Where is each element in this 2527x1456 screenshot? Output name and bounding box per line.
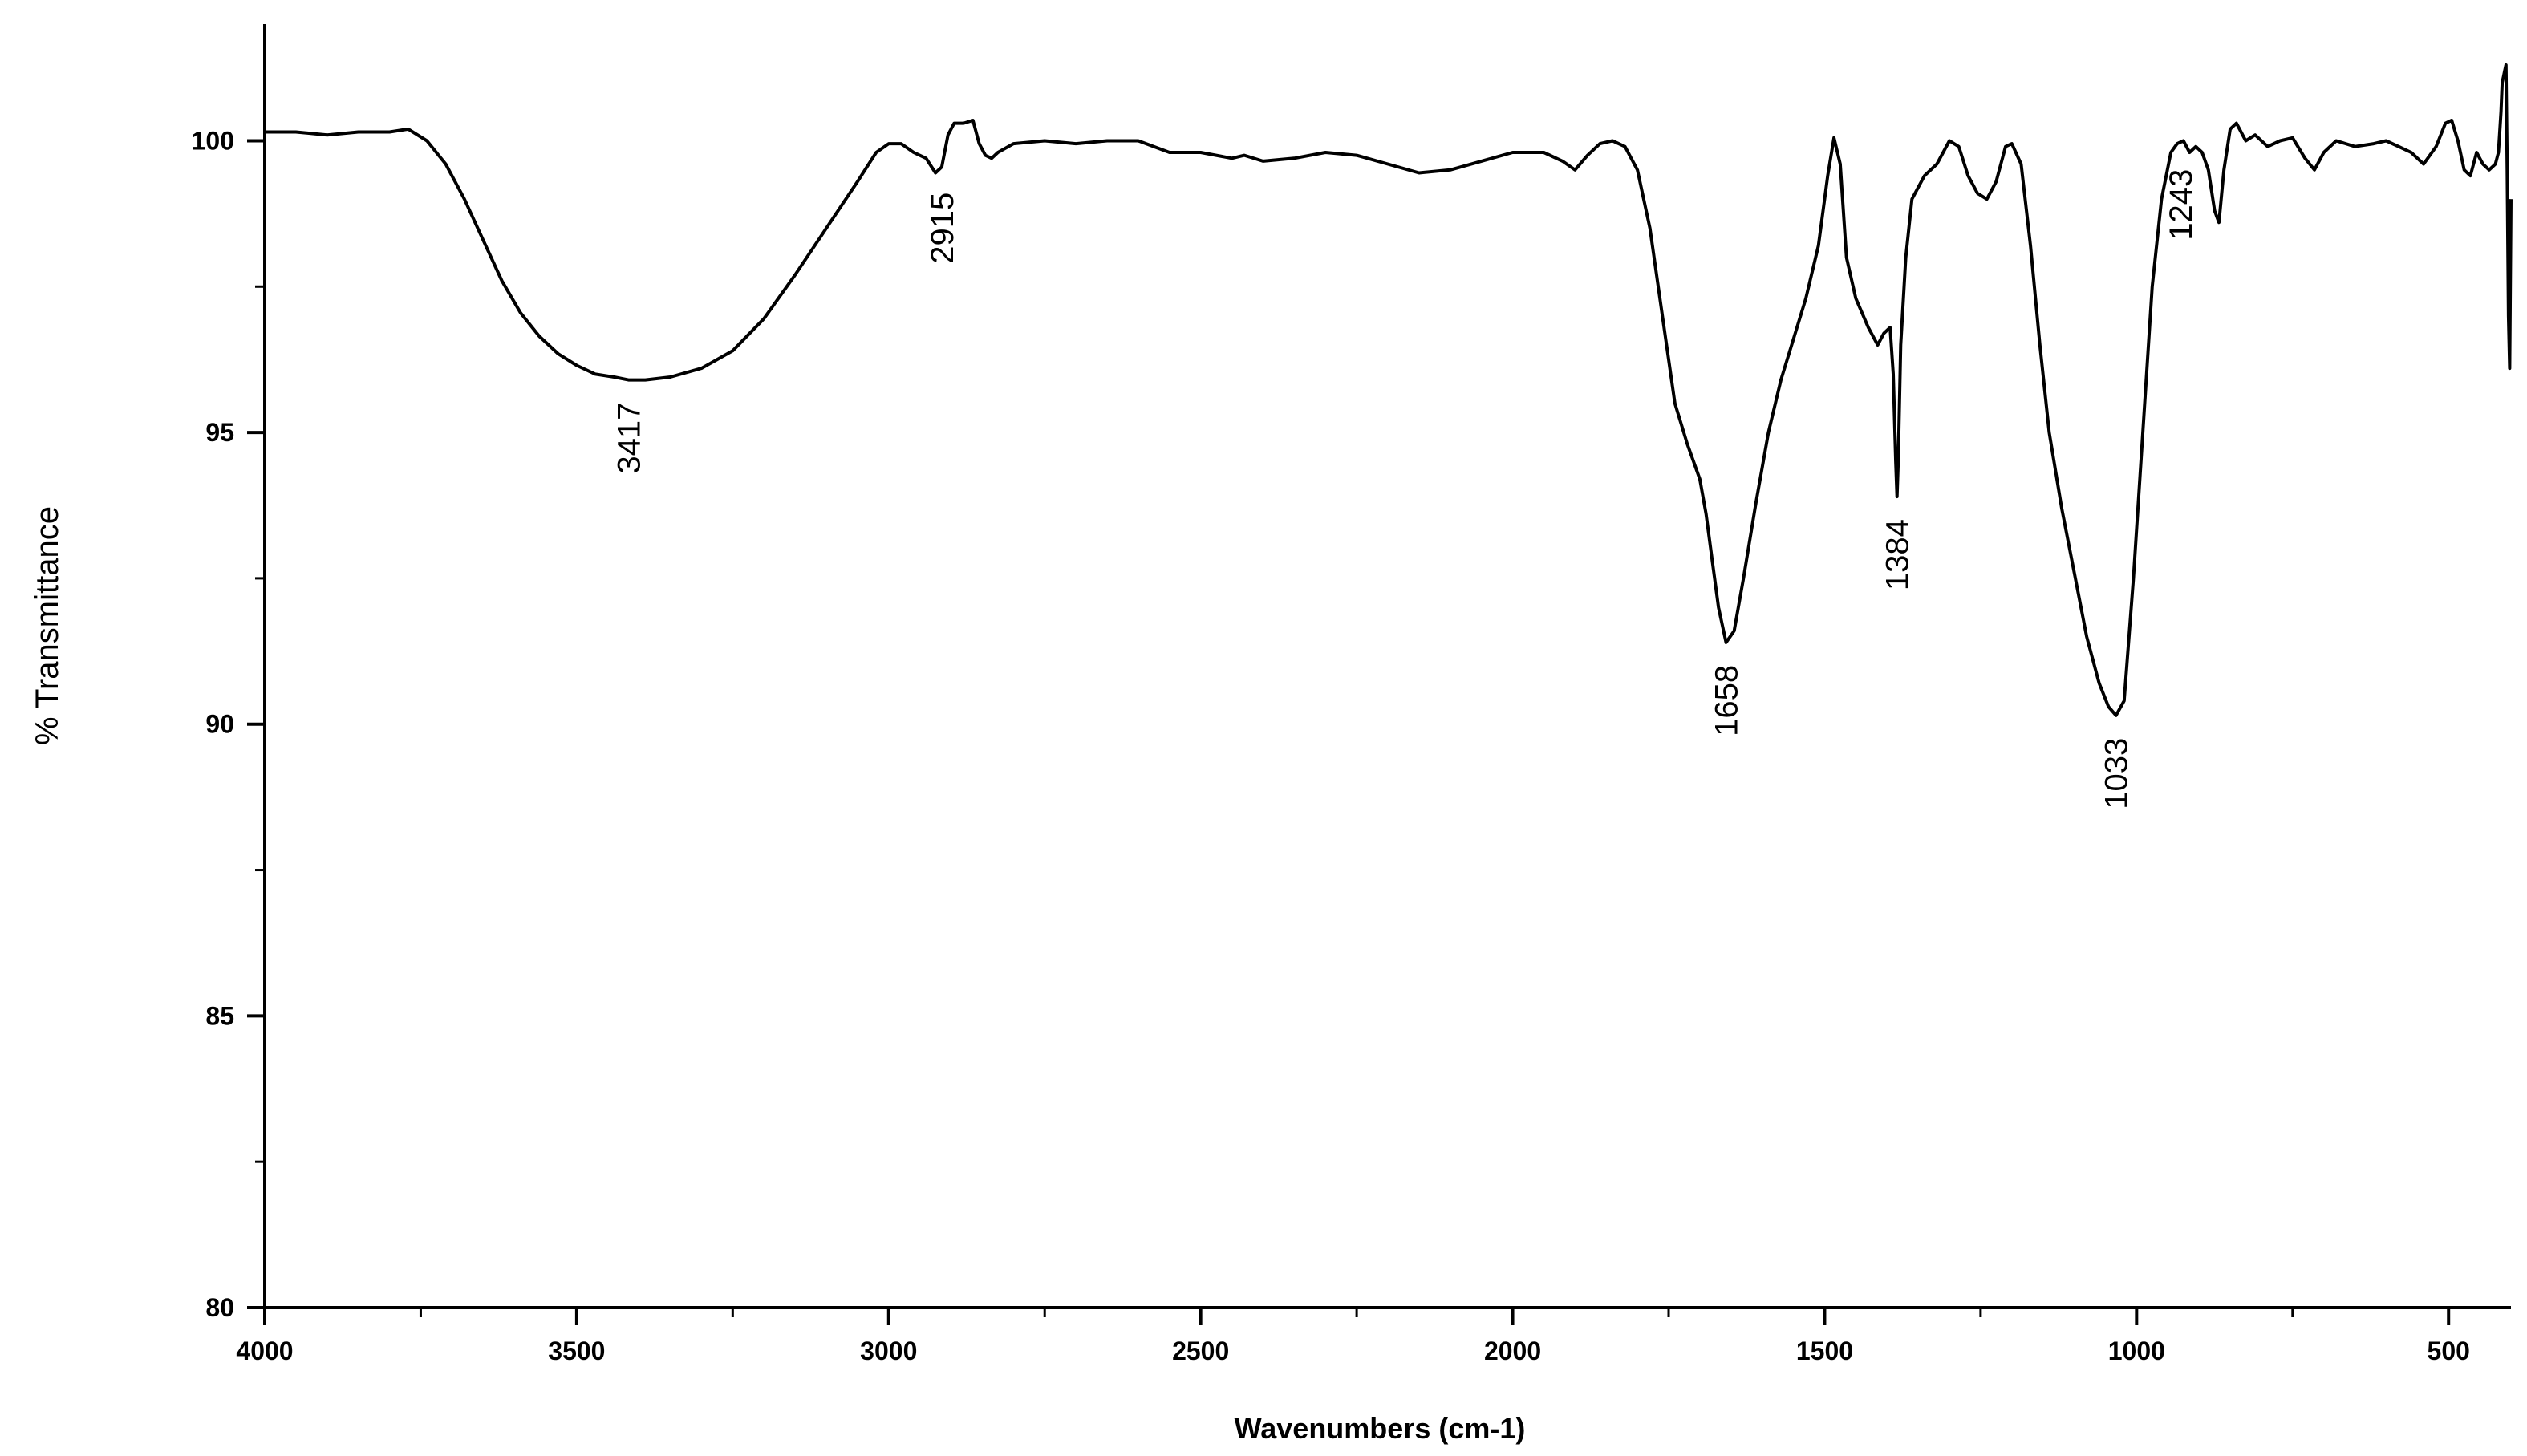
y-tick-label-95: 95 [205, 418, 234, 447]
peak-label-1384: 1384 [1880, 519, 1916, 590]
tick-marks [247, 139, 2451, 1325]
y-tick-label-100: 100 [192, 126, 234, 155]
x-tick-label-3500: 3500 [548, 1336, 605, 1365]
peak-annotations: 3417 2915 1658 1384 1033 1243 [611, 169, 2198, 809]
peak-label-2915: 2915 [925, 193, 960, 264]
y-tick-label-85: 85 [205, 1001, 234, 1030]
peak-label-1243: 1243 [2164, 169, 2199, 241]
series-layer [265, 63, 2513, 717]
tick-labels: 4000 3500 3000 2500 2000 1500 1000 500 80 85 90 95 1… [192, 126, 2470, 1365]
x-tick-label-3000: 3000 [860, 1336, 917, 1365]
y-tick-label-80: 80 [205, 1293, 234, 1322]
peak-label-3417: 3417 [611, 403, 647, 474]
x-tick-label-2500: 2500 [1172, 1336, 1229, 1365]
x-tick-label-4000: 4000 [236, 1336, 293, 1365]
peak-label-1033: 1033 [2099, 738, 2135, 809]
x-tick-label-500: 500 [2428, 1336, 2470, 1365]
x-tick-label-2000: 2000 [1484, 1336, 1541, 1365]
x-tick-label-1000: 1000 [2108, 1336, 2165, 1365]
x-tick-label-1500: 1500 [1796, 1336, 1853, 1365]
peak-label-1658: 1658 [1710, 665, 1745, 736]
y-tick-label-90: 90 [205, 710, 234, 739]
x-axis-title: Wavenumbers (cm-1) [1235, 1412, 1526, 1445]
spectrum-line-0 [265, 63, 2513, 717]
y-axis-title: % Transmittance [30, 506, 65, 745]
